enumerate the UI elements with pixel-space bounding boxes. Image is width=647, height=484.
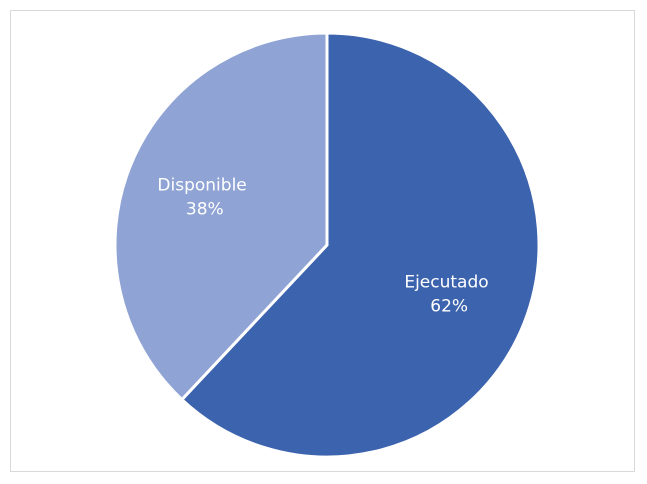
pie-labels: Ejecutado 62% Disponible 38% <box>157 176 494 317</box>
slice-label-disponible-name: Disponible <box>157 176 246 196</box>
pie-slice-ejecutado <box>180 31 541 459</box>
pie-slice-disponible <box>113 31 329 402</box>
pie-slices <box>113 31 541 459</box>
slice-label-ejecutado-name: Ejecutado <box>404 272 488 292</box>
slice-label-disponible: Disponible 38% <box>157 176 252 220</box>
slice-label-ejecutado: Ejecutado 62% <box>404 272 494 316</box>
slice-label-disponible-percent: 38% <box>186 200 224 220</box>
slice-label-ejecutado-percent: 62% <box>430 296 468 316</box>
